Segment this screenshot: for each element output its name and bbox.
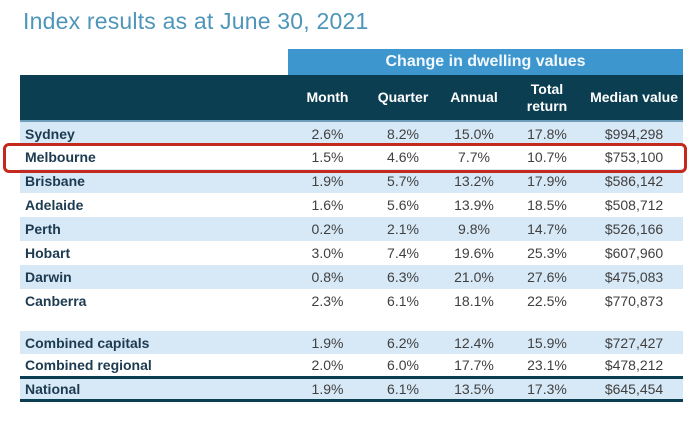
table-row: Adelaide 1.6% 5.6% 13.9% 18.5% $508,712 [20, 193, 683, 217]
cell-total-return: 18.5% [527, 197, 567, 213]
cell-annual: 9.8% [439, 217, 509, 241]
table-row: Sydney 2.6% 8.2% 15.0% 17.8% $994,298 [20, 121, 684, 145]
cell-median-value: $994,298 [585, 121, 684, 145]
cell-month: 1.9% [288, 377, 367, 402]
cell-month: 2.3% [311, 293, 344, 309]
cell-annual: 17.7% [439, 354, 509, 379]
cell-total-return: 14.7% [509, 217, 585, 241]
column-header-month: Month [288, 75, 367, 122]
cell-annual: 15.0% [439, 121, 509, 145]
cell-total-return: 10.7% [527, 149, 567, 165]
cell-quarter: 2.1% [367, 217, 439, 241]
table-row-highlighted: Melbourne 1.5% 4.6% 7.7% 10.7% $753,100 [20, 145, 683, 169]
cell-quarter: 5.6% [387, 197, 419, 213]
cell-annual: 12.4% [439, 331, 509, 354]
cell-median-value: $770,873 [604, 293, 664, 309]
cell-median-value: $607,960 [604, 245, 664, 261]
column-header-quarter: Quarter [367, 75, 439, 122]
cell-annual: 18.1% [454, 293, 494, 309]
cell-total-return: 17.8% [509, 121, 585, 145]
group-header-row: Change in dwelling values [20, 49, 684, 75]
cell-quarter: 6.3% [367, 265, 439, 289]
cell-median-value: $586,142 [585, 169, 684, 193]
cell-month: 0.2% [288, 217, 367, 241]
cell-median-value: $727,427 [585, 331, 684, 354]
cell-median-value: $478,212 [585, 354, 684, 379]
cell-total-return: 22.5% [527, 293, 567, 309]
cell-median-value: $526,166 [585, 217, 684, 241]
cell-quarter: 5.7% [367, 169, 439, 193]
table-row: Combined regional 2.0% 6.0% 17.7% 23.1% $478,… [20, 354, 684, 379]
group-header-spacer [20, 49, 288, 75]
cell-month: 1.9% [288, 169, 367, 193]
group-header: Change in dwelling values [288, 49, 684, 75]
column-header-empty [20, 75, 288, 122]
table-row: Brisbane 1.9% 5.7% 13.2% 17.9% $586,142 [20, 169, 684, 193]
cell-total-return: 17.9% [509, 169, 585, 193]
column-header-median-value: Median value [585, 75, 684, 122]
cell-month: 1.6% [311, 197, 344, 213]
table-gap [20, 313, 684, 331]
cell-median-value: $508,712 [604, 197, 664, 213]
page-title: Index results as at June 30, 2021 [23, 8, 369, 34]
cell-month: 2.0% [288, 354, 367, 379]
row-label: Combined regional [20, 354, 288, 379]
column-header-total-return: Total return [509, 75, 585, 122]
row-label: Perth [20, 217, 288, 241]
row-label: Sydney [20, 121, 288, 145]
table-row: Hobart 3.0% 7.4% 19.6% 25.3% $607,960 [20, 241, 683, 265]
cell-quarter: 6.1% [367, 377, 439, 402]
table-row: Canberra 2.3% 6.1% 18.1% 22.5% $770,873 [20, 289, 683, 313]
cell-quarter: 6.2% [367, 331, 439, 354]
cell-quarter: 8.2% [367, 121, 439, 145]
cell-median-value: $753,100 [604, 149, 664, 165]
row-label: Brisbane [20, 169, 288, 193]
cell-quarter: 6.0% [367, 354, 439, 379]
cell-month: 0.8% [288, 265, 367, 289]
row-label: Combined capitals [20, 331, 288, 354]
row-label: Hobart [25, 245, 71, 261]
cell-annual: 13.2% [439, 169, 509, 193]
cell-annual: 7.7% [458, 149, 490, 165]
cell-month: 1.9% [288, 331, 367, 354]
table-row: Perth 0.2% 2.1% 9.8% 14.7% $526,166 [20, 217, 684, 241]
cell-annual: 13.9% [454, 197, 494, 213]
cell-total-return: 15.9% [509, 331, 585, 354]
cell-quarter: 4.6% [387, 149, 419, 165]
column-header-annual: Annual [439, 75, 509, 122]
cell-quarter: 7.4% [387, 245, 419, 261]
cell-quarter: 6.1% [387, 293, 419, 309]
row-label: Darwin [20, 265, 288, 289]
cell-total-return: 27.6% [509, 265, 585, 289]
cell-month: 2.6% [288, 121, 367, 145]
row-label: National [20, 377, 288, 402]
column-header-row: Month Quarter Annual Total return Median… [20, 75, 684, 122]
table-row: Darwin 0.8% 6.3% 21.0% 27.6% $475,083 [20, 265, 684, 289]
cell-annual: 21.0% [439, 265, 509, 289]
cell-annual: 19.6% [454, 245, 494, 261]
cell-total-return: 25.3% [527, 245, 567, 261]
cell-annual: 13.5% [439, 377, 509, 402]
table-row: National 1.9% 6.1% 13.5% 17.3% $645,454 [20, 377, 684, 402]
cell-month: 3.0% [311, 245, 344, 261]
cell-month: 1.5% [311, 149, 344, 165]
index-results-table: Change in dwelling values Month Quarter … [3, 49, 687, 402]
row-label: Canberra [25, 293, 87, 309]
table-row: Combined capitals 1.9% 6.2% 12.4% 15.9% $727,… [20, 331, 684, 354]
row-label: Melbourne [25, 149, 96, 165]
dwelling-values-table: Change in dwelling values Month Quarter … [20, 49, 684, 402]
cell-total-return: 23.1% [509, 354, 585, 379]
cell-median-value: $645,454 [585, 377, 684, 402]
cell-median-value: $475,083 [585, 265, 684, 289]
row-label: Adelaide [25, 197, 84, 213]
cell-total-return: 17.3% [509, 377, 585, 402]
